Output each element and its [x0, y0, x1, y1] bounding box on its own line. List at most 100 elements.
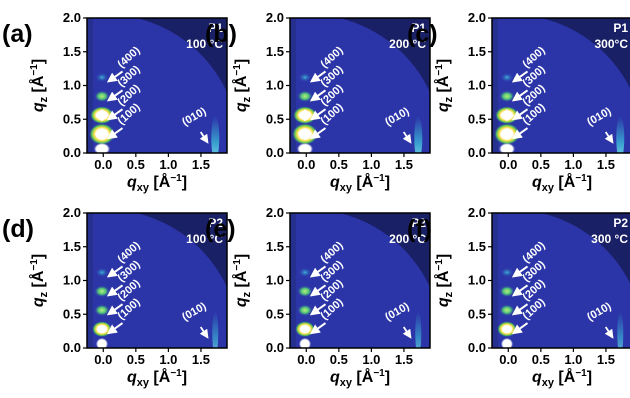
pi-stacking-peak: [414, 116, 423, 153]
temperature-label: 300 °C: [591, 232, 628, 246]
y-tick-label: 1.5: [63, 44, 81, 59]
x-tick-label: 1.0: [362, 157, 380, 172]
x-tick-label: 1.5: [597, 352, 615, 367]
lamellar-peak: [94, 72, 109, 83]
peak-arrow: [402, 326, 412, 339]
x-tick-label: 0.5: [127, 157, 145, 172]
lamellar-peak: [297, 72, 312, 83]
detector-gap: [541, 213, 630, 284]
x-tick-label: 0.5: [330, 352, 348, 367]
temperature-label: 100 °C: [186, 232, 223, 246]
peak-core: [499, 128, 514, 141]
peak-arrow: [309, 127, 327, 140]
panel-label: (d): [2, 215, 34, 243]
scattering-image: (100)(200)(300)(400)(010): [492, 213, 630, 348]
scattering-image: (100)(200)(300)(400)(010): [290, 18, 430, 153]
y-tick-label: 0.5: [266, 111, 284, 126]
peak-arrow: [511, 284, 529, 297]
detector-gap: [339, 18, 430, 93]
lamellar-peak: [498, 304, 515, 317]
peak-arrow: [511, 127, 529, 140]
lamellar-peak: [94, 267, 109, 278]
specular-spot: [296, 142, 313, 153]
peak-arrow: [106, 127, 124, 140]
x-tick-label: 1.5: [192, 157, 210, 172]
specular-spot: [93, 142, 110, 153]
y-tick-label: 0.5: [266, 306, 284, 321]
y-tick-label: 0.5: [63, 111, 81, 126]
panel-label: (b): [205, 20, 237, 48]
peak-core: [297, 109, 312, 122]
peak-arrow: [106, 284, 124, 297]
y-tick-label: 0.0: [468, 340, 486, 355]
peak-arrow: [511, 70, 529, 83]
panel-a: (100)(200)(300)(400)(010)P1 100 °C 0.0 0.5 1…: [2, 10, 228, 194]
pi-stacking-peak: [212, 311, 219, 348]
x-tick-label: 1.0: [159, 157, 177, 172]
x-tick-label: 1.0: [159, 352, 177, 367]
scattering-image: (100)(200)(300)(400)(010): [87, 18, 227, 153]
peak-arrow: [511, 303, 529, 316]
lamellar-peak: [499, 72, 514, 83]
x-tick-label: 0.0: [499, 157, 517, 172]
x-tick-label: 0.5: [532, 352, 550, 367]
x-tick-label: 1.0: [564, 352, 582, 367]
x-tick-label: 1.5: [395, 157, 413, 172]
y-tick-label: 1.0: [63, 78, 81, 93]
specular-spot: [95, 337, 108, 348]
panel-b: (100)(200)(300)(400)(010)P1 200 °C 0.0 0.5 1…: [205, 10, 431, 194]
sample-label: P1: [411, 21, 426, 35]
y-axis-label: qz [Å−1]: [433, 254, 455, 307]
y-tick-label: 2.0: [468, 10, 486, 25]
x-axis-label: qxy [Å−1]: [532, 367, 592, 389]
x-axis-label: qxy [Å−1]: [127, 172, 187, 194]
scattering-image: (100)(200)(300)(400)(010): [492, 18, 630, 153]
x-tick-label: 1.5: [597, 157, 615, 172]
peak-core: [94, 128, 109, 141]
panel-label: (e): [205, 215, 236, 243]
panel-label: (a): [2, 20, 33, 48]
sample-label: P2: [411, 216, 426, 230]
peak-arrow: [309, 108, 327, 121]
scattering-image: (100)(200)(300)(400)(010): [87, 213, 227, 348]
panel-c: (100)(200)(300)(400)(010) P1 300°C 0.0 0.5 1.…: [407, 10, 630, 194]
temperature-label: 200 °C: [389, 37, 426, 51]
temperature-label: 200 °C: [389, 232, 426, 246]
lamellar-peak: [499, 267, 514, 278]
x-tick-label: 0.5: [532, 157, 550, 172]
y-tick-label: 0.5: [468, 306, 486, 321]
x-axis-label: qxy [Å−1]: [330, 367, 390, 389]
detector-gap: [136, 213, 227, 288]
y-tick-label: 0.0: [266, 145, 284, 160]
y-axis-label: qz [Å−1]: [231, 254, 253, 307]
specular-spot: [298, 337, 311, 348]
y-tick-label: 0.0: [468, 145, 486, 160]
sample-label: P2: [208, 216, 223, 230]
pi-stacking-peak: [617, 311, 624, 348]
peak-arrow: [106, 322, 124, 335]
x-axis-label: qxy [Å−1]: [532, 172, 592, 194]
x-tick-label: 0.0: [499, 352, 517, 367]
peak-core: [94, 109, 109, 122]
peak-arrow: [106, 303, 124, 316]
detector-gap: [339, 213, 430, 288]
peak-arrow: [309, 322, 327, 335]
peak-arrow: [199, 131, 209, 144]
temperature-label: 300°C: [595, 37, 629, 51]
x-tick-label: 0.5: [127, 352, 145, 367]
peak-arrow: [511, 322, 529, 335]
y-axis-label: qz [Å−1]: [231, 59, 253, 112]
detector-gap: [541, 18, 630, 89]
peak-arrow: [309, 70, 327, 83]
x-tick-label: 0.0: [94, 352, 112, 367]
peak-arrow: [604, 131, 614, 144]
y-tick-label: 1.0: [468, 78, 486, 93]
detector-gap: [136, 18, 227, 93]
peak-arrow: [511, 89, 529, 102]
peak-core: [499, 109, 514, 122]
y-tick-label: 0.0: [63, 340, 81, 355]
y-tick-label: 1.0: [468, 273, 486, 288]
y-tick-label: 1.5: [266, 44, 284, 59]
pi-stacking-peak: [616, 116, 625, 153]
